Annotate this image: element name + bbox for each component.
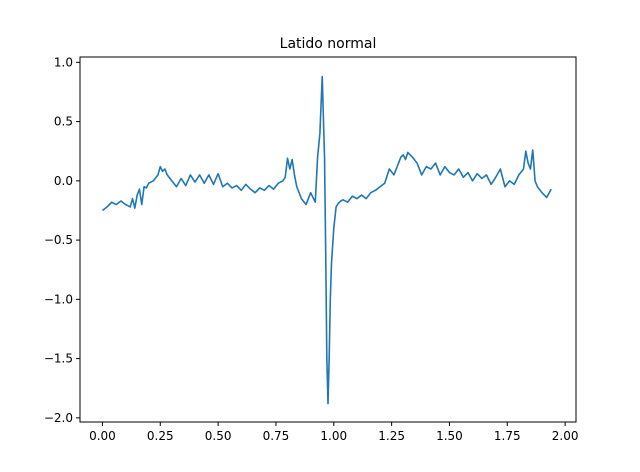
chart-title: Latido normal — [280, 36, 377, 52]
y-tick-label: −1.0 — [44, 292, 73, 306]
x-tick-label: 1.00 — [320, 429, 347, 443]
x-tick-label: 0.75 — [263, 429, 290, 443]
x-tick-label: 0.25 — [147, 429, 174, 443]
plot-area — [101, 75, 552, 405]
y-tick-label: 0.5 — [54, 115, 73, 129]
y-tick-label: −0.5 — [44, 233, 73, 247]
x-tick-label: 0.00 — [89, 429, 116, 443]
plot-frame — [79, 56, 577, 423]
y-axis: 1.0 0.5 0.0 −0.5 −1.0 −1.5 −2.0 — [44, 55, 80, 425]
series-line-0 — [101, 75, 552, 405]
x-tick-label: 1.25 — [378, 429, 405, 443]
y-tick-label: −1.5 — [44, 352, 73, 366]
x-tick-label: 2.00 — [552, 429, 579, 443]
x-tick-label: 1.75 — [494, 429, 521, 443]
x-tick-label: 0.50 — [205, 429, 232, 443]
y-tick-label: 1.0 — [54, 55, 73, 69]
x-tick-label: 1.50 — [436, 429, 463, 443]
x-axis: 0.00 0.25 0.50 0.75 1.00 1.25 1.50 1.75 2.00 — [89, 422, 578, 443]
y-tick-label: 0.0 — [54, 174, 73, 188]
y-tick-label: −2.0 — [44, 411, 73, 425]
